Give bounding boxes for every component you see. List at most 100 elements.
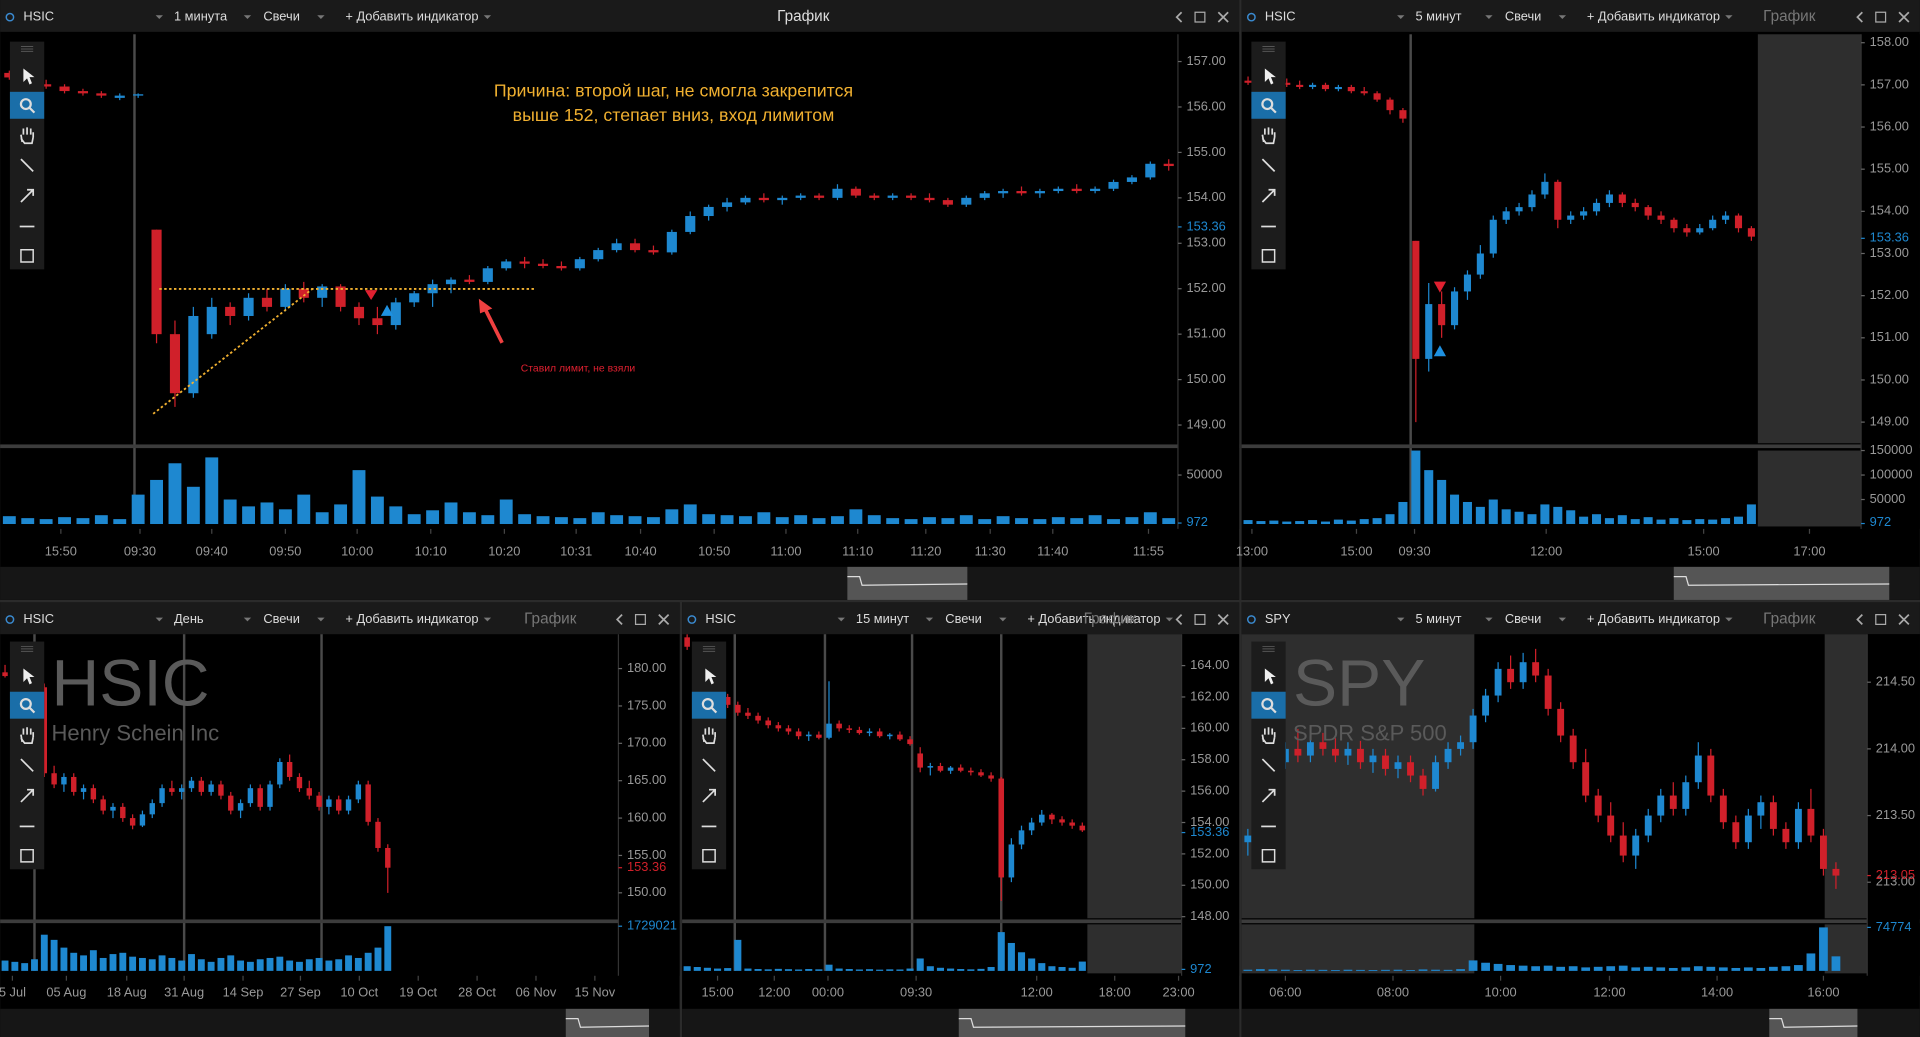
add-indicator-button[interactable]: + Добавить индикатор — [345, 611, 478, 626]
dropdown-caret[interactable] — [483, 15, 492, 19]
link-icon[interactable] — [1246, 615, 1256, 624]
collapse-button[interactable] — [1856, 11, 1863, 23]
maximize-button[interactable] — [1875, 613, 1887, 626]
toolbar-grip[interactable] — [1262, 46, 1275, 52]
rect-tool[interactable] — [20, 848, 34, 863]
dropdown-caret[interactable] — [999, 617, 1007, 622]
toolbar-grip[interactable] — [20, 46, 34, 52]
zoom-tool[interactable] — [701, 698, 718, 714]
chart-style-select[interactable]: Свечи — [263, 9, 300, 24]
symbol[interactable]: HSIC — [1265, 9, 1296, 24]
toolbar-grip[interactable] — [1262, 645, 1275, 652]
chart-style-select[interactable]: Свечи — [263, 611, 300, 626]
rect-tool[interactable] — [1261, 848, 1276, 863]
symbol[interactable]: HSIC — [705, 611, 736, 626]
symbol[interactable]: HSIC — [23, 611, 54, 626]
toolbar-grip[interactable] — [702, 645, 716, 652]
interval-select[interactable]: 15 минут — [856, 611, 909, 626]
maximize-button[interactable] — [1194, 11, 1206, 23]
line-tool[interactable] — [1261, 758, 1276, 772]
dropdown-caret[interactable] — [1558, 617, 1567, 622]
symbol[interactable]: SPY — [1265, 611, 1291, 626]
dropdown-caret[interactable] — [243, 15, 252, 19]
arrow-tool[interactable] — [1261, 188, 1276, 203]
link-icon[interactable] — [687, 615, 697, 624]
zoom-tool-bg[interactable] — [691, 691, 727, 719]
maximize-button[interactable] — [634, 613, 646, 626]
rect-tool[interactable] — [702, 848, 716, 863]
close-button[interactable] — [1898, 11, 1910, 23]
symbol[interactable]: HSIC — [23, 9, 54, 24]
dropdown-caret[interactable] — [243, 617, 252, 622]
toolbar-grip[interactable] — [20, 645, 34, 652]
zoom-tool[interactable] — [19, 98, 36, 114]
chart-style-select[interactable]: Свечи — [1505, 9, 1542, 24]
scroller-window[interactable] — [1673, 566, 1890, 600]
chart-style-select[interactable]: Свечи — [1505, 611, 1542, 626]
pointer-tool[interactable] — [23, 68, 35, 85]
rect-tool[interactable] — [20, 249, 34, 263]
line-tool[interactable] — [20, 158, 34, 173]
dropdown-caret[interactable] — [155, 15, 163, 19]
interval-select[interactable]: 5 минут — [1415, 611, 1461, 626]
link-icon[interactable] — [5, 12, 15, 22]
dropdown-caret[interactable] — [1725, 15, 1733, 19]
zoom-tool[interactable] — [1261, 698, 1277, 714]
line-tool[interactable] — [1261, 158, 1276, 173]
pointer-tool[interactable] — [23, 668, 35, 685]
interval-select[interactable]: 1 минута — [174, 9, 228, 24]
scroller-window[interactable] — [958, 1008, 1186, 1037]
add-indicator-button[interactable]: + Добавить индикатор — [1587, 611, 1720, 626]
dropdown-caret[interactable] — [317, 15, 325, 19]
collapse-button[interactable] — [1175, 11, 1183, 23]
dropdown-caret[interactable] — [1397, 15, 1405, 19]
zoom-tool-bg[interactable] — [9, 691, 45, 719]
pointer-tool[interactable] — [1264, 68, 1276, 85]
pan-tool[interactable] — [20, 127, 35, 145]
pointer-tool[interactable] — [1264, 668, 1276, 685]
chart-style-select[interactable]: Свечи — [945, 611, 982, 626]
scroller-window[interactable] — [1769, 1008, 1858, 1037]
interval-select[interactable]: 5 минут — [1415, 9, 1461, 24]
zoom-tool[interactable] — [1261, 98, 1277, 114]
collapse-button[interactable] — [1175, 614, 1183, 626]
scroller-window[interactable] — [847, 566, 968, 600]
dropdown-caret[interactable] — [1485, 617, 1493, 622]
collapse-button[interactable] — [1856, 614, 1863, 626]
close-button[interactable] — [658, 614, 670, 626]
dropdown-caret[interactable] — [1165, 617, 1174, 622]
add-indicator-button[interactable]: + Добавить индикатор — [345, 9, 478, 24]
pan-tool[interactable] — [1261, 127, 1276, 145]
arrow-tool[interactable] — [702, 788, 716, 803]
close-button[interactable] — [1217, 614, 1229, 626]
rect-tool[interactable] — [1261, 249, 1276, 263]
zoom-tool-bg[interactable] — [1251, 91, 1286, 119]
link-icon[interactable] — [1246, 12, 1256, 22]
close-button[interactable] — [1898, 614, 1910, 626]
pan-tool[interactable] — [1261, 727, 1276, 745]
zoom-tool[interactable] — [19, 698, 36, 714]
scroller-window[interactable] — [565, 1008, 650, 1037]
line-tool[interactable] — [702, 758, 716, 772]
maximize-button[interactable] — [1875, 11, 1887, 23]
add-indicator-button[interactable]: + Добавить индикатор — [1027, 611, 1160, 626]
link-icon[interactable] — [5, 615, 15, 624]
add-indicator-button[interactable]: + Добавить индикатор — [1587, 9, 1720, 24]
pointer-tool[interactable] — [705, 668, 717, 685]
zoom-tool-bg[interactable] — [9, 91, 45, 119]
line-tool[interactable] — [20, 758, 34, 772]
dropdown-caret[interactable] — [317, 617, 325, 622]
dropdown-caret[interactable] — [155, 617, 163, 622]
scroller[interactable] — [0, 566, 1240, 600]
dropdown-caret[interactable] — [925, 617, 934, 622]
close-button[interactable] — [1217, 11, 1229, 23]
pan-tool[interactable] — [20, 727, 35, 745]
arrow-tool[interactable] — [1261, 788, 1276, 803]
pan-tool[interactable] — [702, 727, 716, 745]
dropdown-caret[interactable] — [1558, 15, 1567, 19]
interval-select[interactable]: День — [174, 611, 204, 626]
arrow-tool[interactable] — [20, 788, 35, 803]
dropdown-caret[interactable] — [1485, 15, 1493, 19]
collapse-button[interactable] — [615, 614, 623, 626]
zoom-tool-bg[interactable] — [1251, 691, 1286, 719]
